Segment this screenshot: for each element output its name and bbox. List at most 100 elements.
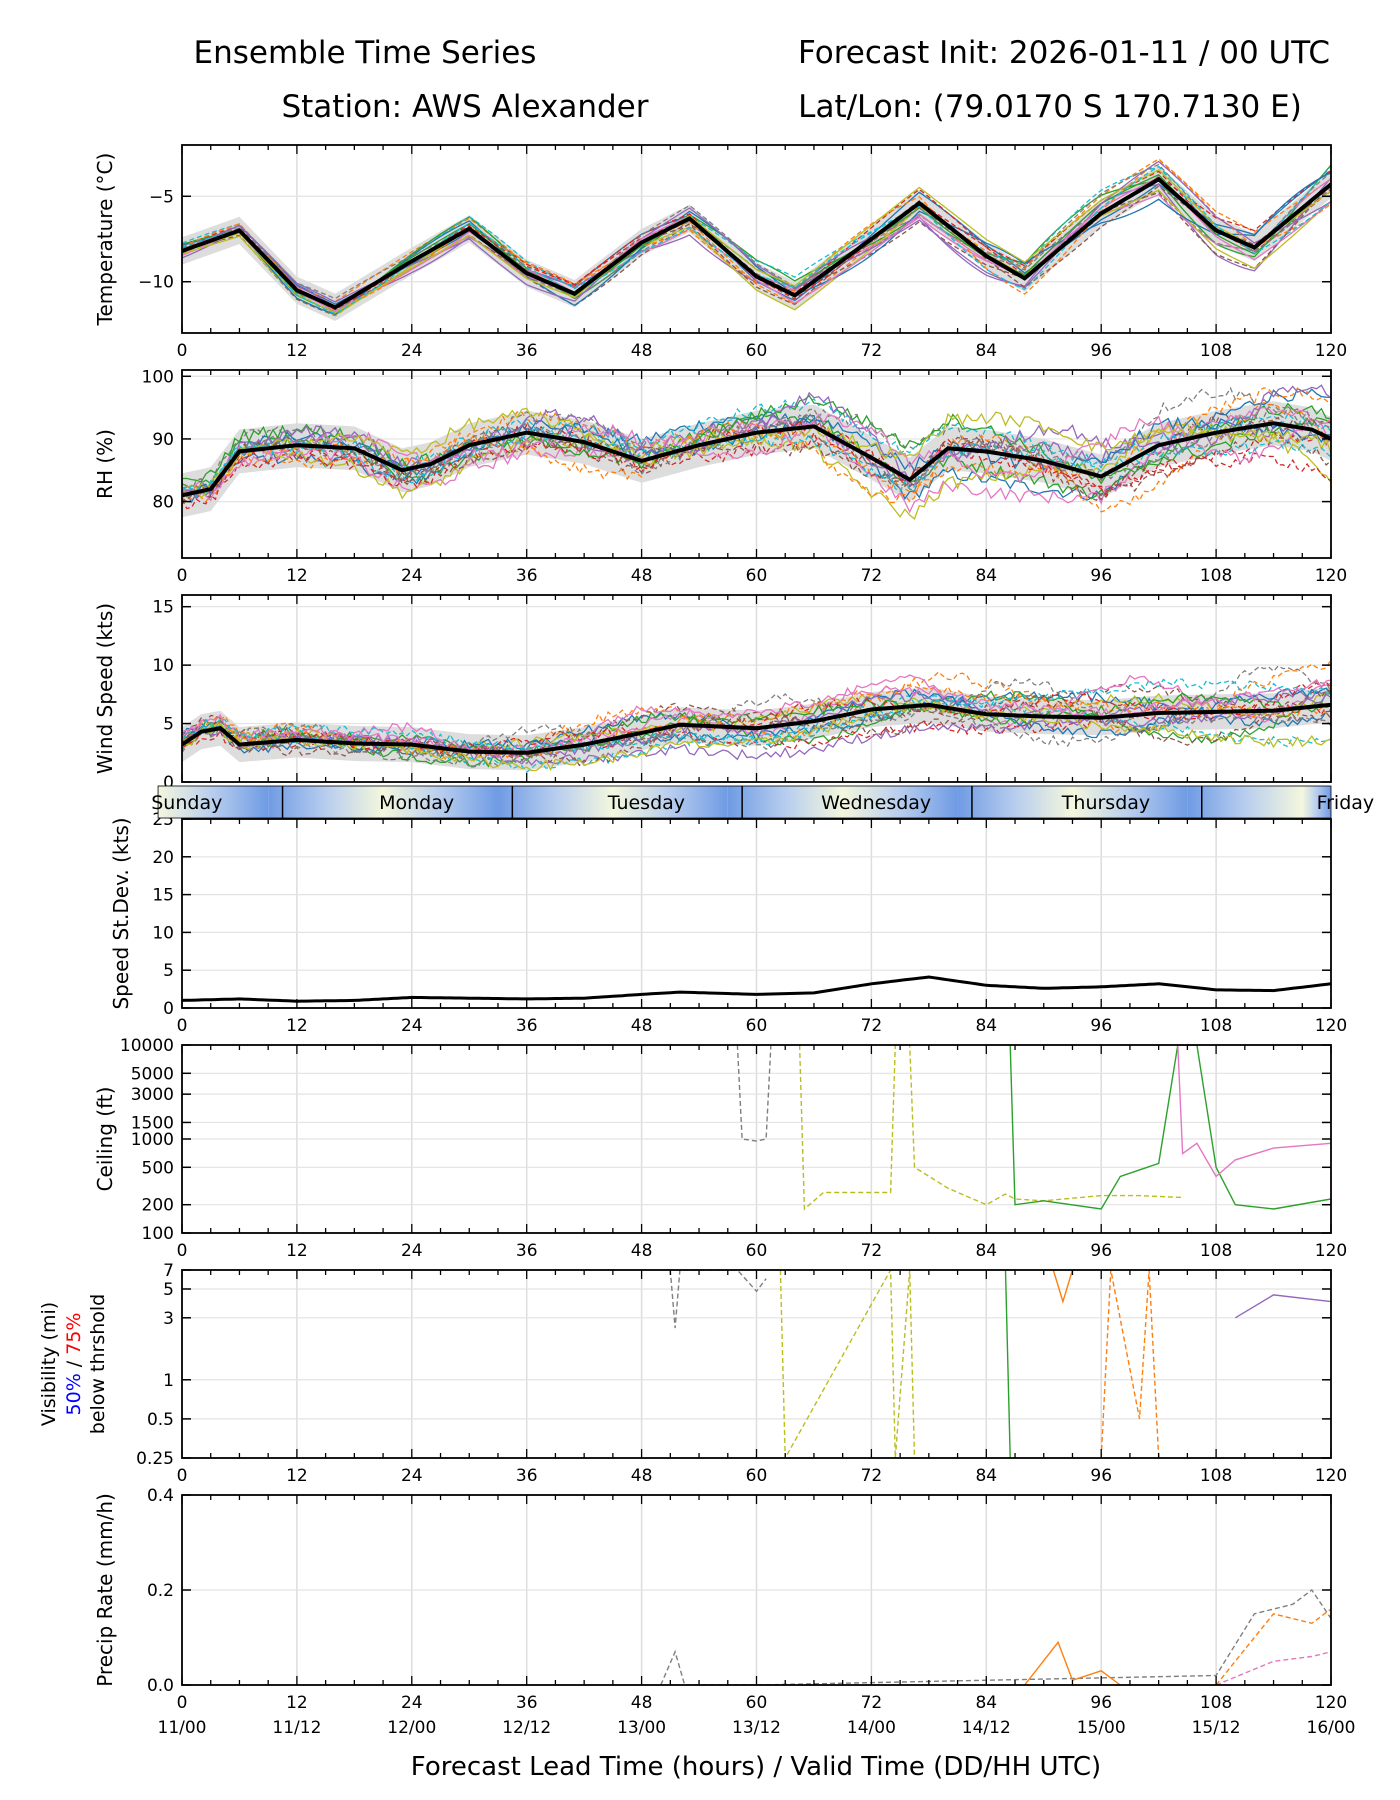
- day-label: Sunday: [151, 792, 222, 814]
- ensemble-member-line: [182, 678, 1331, 752]
- day-band-segment: [1187, 786, 1303, 818]
- valid-time-label: 15/00: [1077, 1718, 1126, 1738]
- ytick-label-speed_stdev: 5: [163, 961, 174, 981]
- ensemble-member-line: [1215, 1651, 1331, 1685]
- ytick-label-visibility: 3: [163, 1309, 174, 1329]
- xtick-label: 48: [631, 1693, 653, 1713]
- day-band-segment: [842, 786, 958, 818]
- panel-precip: 0.0 0.2 0.4 0 12 24 36 48 60 72 84 96 108 120 Precip R…: [93, 1486, 1347, 1713]
- ensemble-member-line: [182, 384, 1331, 498]
- xtick-label: 108: [1200, 1693, 1232, 1713]
- valid-time-label: 12/00: [387, 1718, 436, 1738]
- plot-speed_stdev: [182, 975, 1331, 1003]
- ytick-label-ceiling: 10000: [120, 1036, 174, 1056]
- xtick-label: 0: [177, 1693, 188, 1713]
- plot-temperature: [182, 158, 1331, 321]
- xtick-label: 48: [631, 1016, 653, 1036]
- panel-temperature: −10 −5 0 12 24 36 48 60 72 84 96 108 120 Temperature …: [93, 144, 1347, 361]
- ensemble-member-line: [1009, 1045, 1331, 1210]
- ensemble-mean-line: [182, 702, 1331, 755]
- ytick-label-wind: 5: [163, 715, 174, 735]
- ensemble-member-line: [1004, 1270, 1011, 1458]
- ensemble-member-line: [182, 683, 1331, 760]
- xtick-label: 60: [746, 1241, 768, 1261]
- xtick-label: 36: [516, 1693, 538, 1713]
- ytick-label-wind: 0: [163, 773, 174, 793]
- valid-time-label: 14/12: [962, 1718, 1011, 1738]
- ylabel-sep: /: [63, 1355, 85, 1373]
- xtick-label: 120: [1315, 1466, 1347, 1486]
- xtick-label: 108: [1200, 341, 1232, 361]
- xtick-label: 120: [1315, 341, 1347, 361]
- xtick-label: 72: [861, 1241, 883, 1261]
- xtick-label: 36: [516, 1241, 538, 1261]
- valid-time-label: 13/00: [617, 1718, 666, 1738]
- ensemble-member-line: [182, 163, 1331, 300]
- ytick-label-visibility: 0.5: [147, 1410, 174, 1430]
- xtick-label: 24: [401, 1466, 423, 1486]
- ytick-label-visibility: 1: [163, 1371, 174, 1391]
- ensemble-member-line: [669, 1270, 767, 1329]
- plot-wind: [182, 658, 1331, 774]
- xtick-label: 12: [286, 1693, 308, 1713]
- day-label: Tuesday: [607, 792, 685, 814]
- xtick-label: 72: [861, 1466, 883, 1486]
- ensemble-member-line: [182, 158, 1331, 305]
- ensemble-member-line: [779, 1270, 916, 1458]
- figure-title: Ensemble Time Series: [194, 35, 537, 71]
- xtick-label: 72: [861, 566, 883, 586]
- ytick-label-speed_stdev: 20: [152, 848, 174, 868]
- ytick-label-visibility: 0.25: [136, 1449, 174, 1469]
- day-label: Thursday: [1061, 792, 1150, 814]
- xtick-label: 36: [516, 341, 538, 361]
- ensemble-member-line: [1215, 1608, 1331, 1685]
- day-label: Monday: [379, 792, 454, 814]
- xtick-label: 72: [861, 341, 883, 361]
- day-band-segment: [727, 786, 843, 818]
- bottom-axis: 11/00 11/12 12/00 12/12 13/00 13/12 14/00 14/12…: [158, 1718, 1356, 1782]
- day-band-segment: [158, 786, 269, 818]
- ytick-label-rh: 90: [152, 430, 174, 450]
- xtick-label: 24: [401, 1016, 423, 1036]
- plot-visibility: [669, 1270, 1331, 1458]
- xtick-label: 12: [286, 1466, 308, 1486]
- xtick-label: 60: [746, 1466, 768, 1486]
- xtick-label: 96: [1090, 1241, 1112, 1261]
- xtick-label: 12: [286, 341, 308, 361]
- plot-precip: [660, 1588, 1331, 1685]
- xtick-label: 36: [516, 1466, 538, 1486]
- ylabel-rh: RH (%): [93, 429, 117, 499]
- ytick-label-temperature: −5: [149, 187, 174, 207]
- xtick-label: 120: [1315, 566, 1347, 586]
- xtick-label: 24: [401, 1693, 423, 1713]
- xtick-label: 84: [975, 1466, 997, 1486]
- plot-ceiling: [736, 1045, 1331, 1211]
- xtick-label: 96: [1090, 341, 1112, 361]
- xtick-label: 84: [975, 1693, 997, 1713]
- xtick-label: 36: [516, 1016, 538, 1036]
- spread-band-rh: [182, 401, 1331, 518]
- ensemble-member-line: [182, 407, 1331, 500]
- ytick-label-ceiling: 3000: [131, 1085, 174, 1105]
- ytick-label-precip: 0.4: [147, 1486, 174, 1506]
- ylabel-visibility: Visibility (mi): [38, 1302, 60, 1426]
- valid-time-label: 11/00: [158, 1718, 207, 1738]
- xtick-label: 0: [177, 1016, 188, 1036]
- speed-stdev-line: [182, 975, 1331, 1003]
- xtick-label: 120: [1315, 1016, 1347, 1036]
- ensemble-member-line: [182, 169, 1331, 314]
- valid-time-label: 12/12: [502, 1718, 551, 1738]
- xtick-label: 48: [631, 341, 653, 361]
- xtick-label: 108: [1200, 1241, 1232, 1261]
- ylabel-wind: Wind Speed (kts): [93, 603, 117, 774]
- ensemble-member-line: [182, 692, 1331, 757]
- ensemble-member-line: [182, 706, 1331, 768]
- ensemble-member-line: [182, 427, 1331, 498]
- ytick-label-ceiling: 5000: [131, 1064, 174, 1084]
- ytick-label-ceiling: 100: [142, 1224, 174, 1244]
- xtick-label: 0: [177, 1241, 188, 1261]
- day-band-segment: [957, 786, 1073, 818]
- ylabel-75pct: 75%: [63, 1313, 85, 1355]
